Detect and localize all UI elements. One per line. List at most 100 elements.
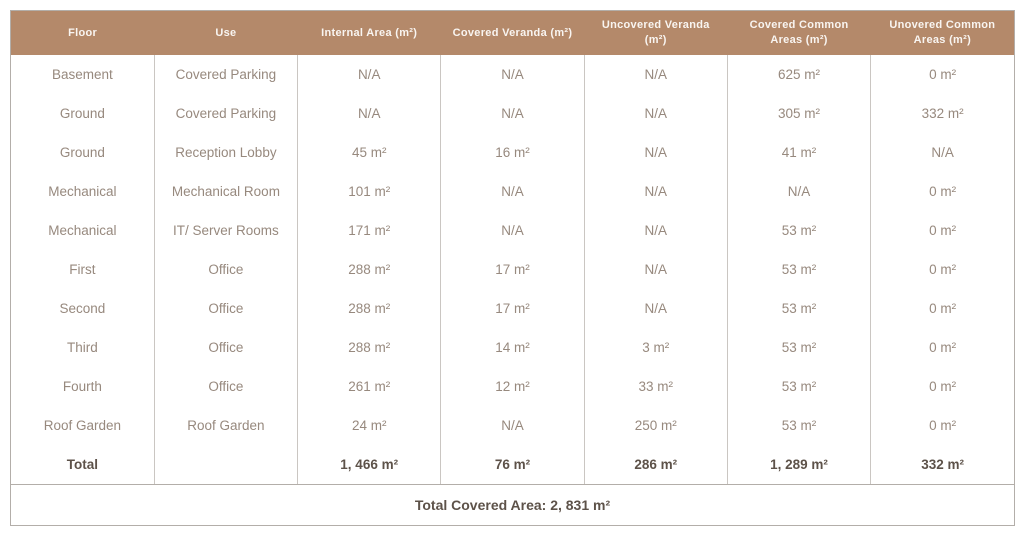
cell-covered-common: 53 m² [726,328,871,367]
cell-uncovered-veranda: 33 m² [583,367,728,406]
total-row: Total 1, 466 m² 76 m² 286 m² 1, 289 m² 3… [11,445,1014,485]
cell-floor: Roof Garden [11,406,155,445]
total-use-empty [153,445,298,485]
cell-covered-veranda: 14 m² [440,328,585,367]
table-row: First Office 288 m² 17 m² N/A 53 m² 0 m² [11,250,1014,289]
total-covered-veranda: 76 m² [440,445,585,485]
cell-covered-common: 53 m² [726,250,871,289]
table-row: Basement Covered Parking N/A N/A N/A 625… [11,55,1014,94]
total-covered-common: 1, 289 m² [726,445,871,485]
cell-internal-area: 261 m² [297,367,441,406]
cell-internal-area: N/A [297,94,441,133]
cell-internal-area: 288 m² [297,250,441,289]
cell-floor: Mechanical [11,211,155,250]
floor-areas-table: Floor Use Internal Area (m²) Covered Ver… [11,11,1014,525]
cell-floor: Ground [11,94,155,133]
cell-internal-area: 101 m² [297,172,441,211]
cell-covered-common: 625 m² [726,55,871,94]
footer-row: Total Covered Area: 2, 831 m² [11,484,1014,525]
cell-covered-veranda: 17 m² [440,289,585,328]
cell-covered-veranda: 12 m² [440,367,585,406]
cell-unovered-common: 0 m² [870,406,1014,445]
cell-covered-common: 41 m² [726,133,871,172]
cell-uncovered-veranda: 250 m² [583,406,728,445]
cell-use: Office [153,289,298,328]
cell-use: Covered Parking [153,94,298,133]
cell-covered-common: N/A [726,172,871,211]
floor-areas-table-container: Floor Use Internal Area (m²) Covered Ver… [10,10,1015,526]
cell-internal-area: 288 m² [297,328,441,367]
table-row: Ground Reception Lobby 45 m² 16 m² N/A 4… [11,133,1014,172]
cell-unovered-common: 0 m² [870,328,1014,367]
table-row: Fourth Office 261 m² 12 m² 33 m² 53 m² 0… [11,367,1014,406]
table-row: Ground Covered Parking N/A N/A N/A 305 m… [11,94,1014,133]
cell-use: IT/ Server Rooms [153,211,298,250]
cell-floor: Fourth [11,367,155,406]
cell-covered-veranda: 16 m² [440,133,585,172]
cell-floor: Mechanical [11,172,155,211]
column-header-uncovered-veranda: Uncovered Veranda (m²) [584,11,728,55]
cell-covered-common: 53 m² [726,289,871,328]
total-internal-area: 1, 466 m² [297,445,441,485]
table-body: Basement Covered Parking N/A N/A N/A 625… [11,55,1014,485]
cell-unovered-common: 0 m² [870,55,1014,94]
cell-use: Covered Parking [153,55,298,94]
column-header-unovered-common: Unovered Common Areas (m²) [870,11,1014,55]
column-header-covered-common: Covered Common Areas (m²) [727,11,871,55]
cell-unovered-common: 0 m² [870,367,1014,406]
total-uncovered-veranda: 286 m² [583,445,728,485]
cell-use: Roof Garden [153,406,298,445]
column-header-internal-area: Internal Area (m²) [297,11,441,55]
cell-covered-common: 53 m² [726,406,871,445]
column-header-covered-veranda: Covered Veranda (m²) [440,11,585,55]
cell-uncovered-veranda: N/A [583,172,728,211]
cell-unovered-common: 0 m² [870,172,1014,211]
cell-uncovered-veranda: N/A [583,289,728,328]
cell-covered-common: 53 m² [726,211,871,250]
table-row: Mechanical IT/ Server Rooms 171 m² N/A N… [11,211,1014,250]
cell-unovered-common: 0 m² [870,250,1014,289]
cell-use: Office [153,367,298,406]
cell-internal-area: 288 m² [297,289,441,328]
cell-use: Reception Lobby [153,133,298,172]
cell-covered-veranda: N/A [440,406,585,445]
total-covered-area-label: Total Covered Area: 2, 831 m² [11,484,1014,525]
cell-use: Office [153,328,298,367]
table-footer: Total Covered Area: 2, 831 m² [11,484,1014,525]
cell-unovered-common: 0 m² [870,211,1014,250]
cell-uncovered-veranda: N/A [583,55,728,94]
cell-covered-common: 305 m² [726,94,871,133]
table-row: Roof Garden Roof Garden 24 m² N/A 250 m²… [11,406,1014,445]
cell-unovered-common: 0 m² [870,289,1014,328]
cell-uncovered-veranda: N/A [583,250,728,289]
cell-floor: Third [11,328,155,367]
column-header-floor: Floor [11,11,155,55]
column-header-use: Use [154,11,298,55]
cell-uncovered-veranda: 3 m² [583,328,728,367]
cell-covered-common: 53 m² [726,367,871,406]
header-row: Floor Use Internal Area (m²) Covered Ver… [11,11,1014,55]
cell-use: Office [153,250,298,289]
cell-internal-area: 171 m² [297,211,441,250]
cell-floor: Second [11,289,155,328]
cell-floor: Ground [11,133,155,172]
total-unovered-common: 332 m² [870,445,1014,485]
cell-covered-veranda: N/A [440,55,585,94]
table-header: Floor Use Internal Area (m²) Covered Ver… [11,11,1014,55]
table-row: Third Office 288 m² 14 m² 3 m² 53 m² 0 m… [11,328,1014,367]
cell-floor: Basement [11,55,155,94]
cell-covered-veranda: N/A [440,94,585,133]
cell-covered-veranda: N/A [440,211,585,250]
total-label: Total [11,445,155,485]
cell-internal-area: N/A [297,55,441,94]
cell-covered-veranda: N/A [440,172,585,211]
cell-covered-veranda: 17 m² [440,250,585,289]
cell-internal-area: 45 m² [297,133,441,172]
table-row: Mechanical Mechanical Room 101 m² N/A N/… [11,172,1014,211]
cell-use: Mechanical Room [153,172,298,211]
cell-unovered-common: N/A [870,133,1014,172]
cell-internal-area: 24 m² [297,406,441,445]
table-row: Second Office 288 m² 17 m² N/A 53 m² 0 m… [11,289,1014,328]
cell-uncovered-veranda: N/A [583,211,728,250]
cell-uncovered-veranda: N/A [583,133,728,172]
